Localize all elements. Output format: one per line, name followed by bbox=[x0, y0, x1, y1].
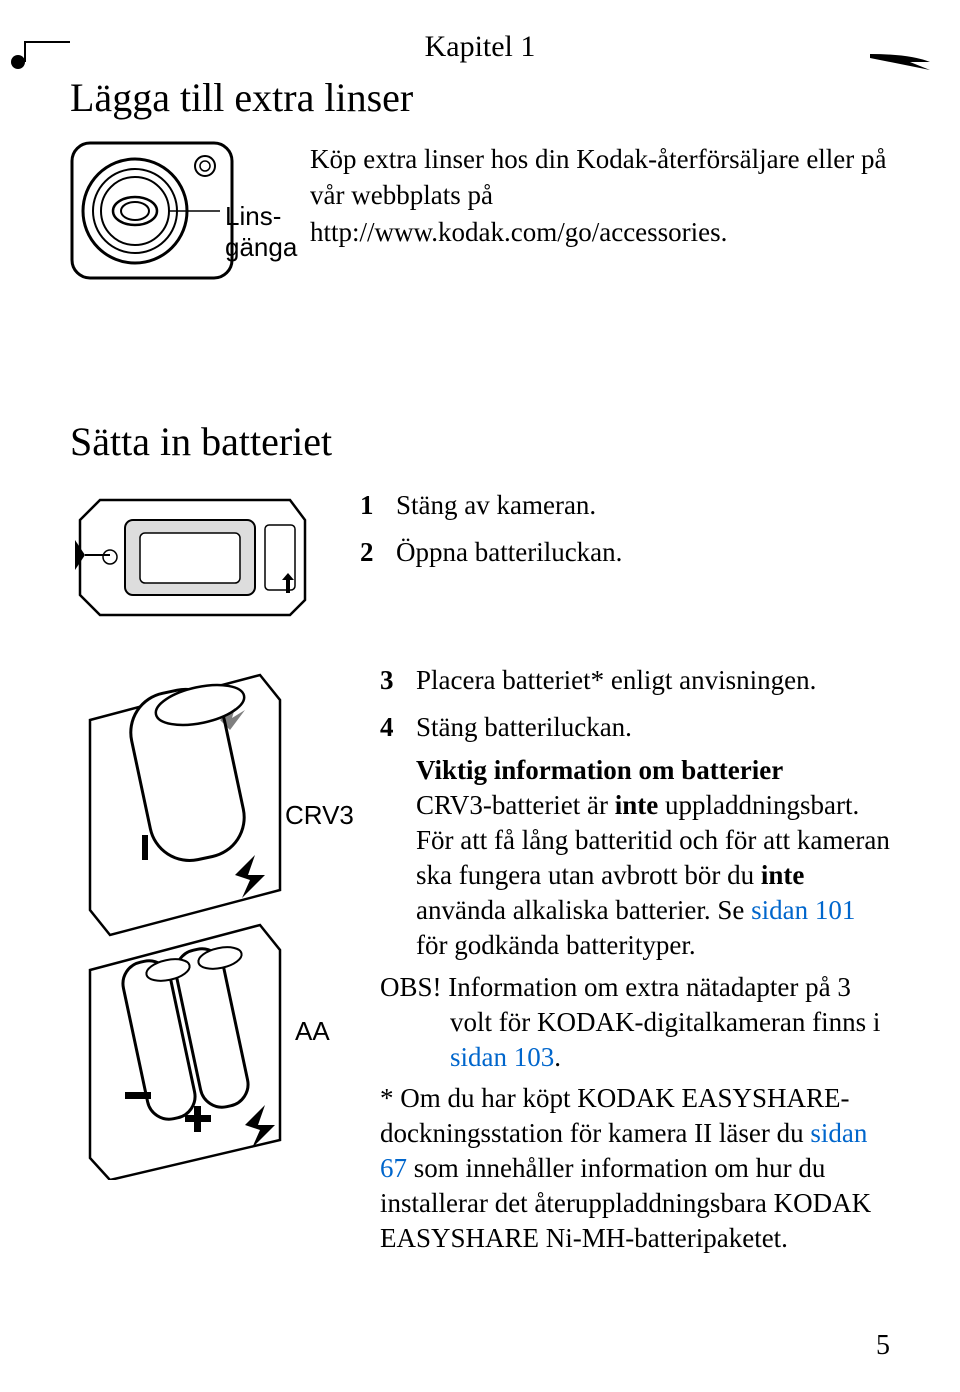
step-3: 3 Placera batteriet* enligt anvisningen. bbox=[380, 660, 890, 701]
step-1-text: Stäng av kameran. bbox=[396, 485, 596, 526]
chapter-label: Kapitel 1 bbox=[425, 30, 536, 63]
section2-title: Sätta in batteriet bbox=[70, 418, 890, 465]
lens-diagram: Lins-gänga bbox=[70, 141, 290, 378]
section-add-lenses: Lägga till extra linser Lins-gänga Köp e… bbox=[70, 74, 890, 378]
step-2-number: 2 bbox=[360, 532, 396, 573]
important-title: Viktig information om batterier bbox=[416, 753, 890, 788]
link-page-101[interactable]: sidan 101 bbox=[751, 895, 855, 925]
step-4-text: Stäng batteriluckan. bbox=[416, 707, 632, 748]
step-2-text: Öppna batteriluckan. bbox=[396, 532, 622, 573]
important-info-block: Viktig information om batterier CRV3-bat… bbox=[380, 753, 890, 964]
step-3-number: 3 bbox=[380, 660, 416, 701]
step-4: 4 Stäng batteriluckan. bbox=[380, 707, 890, 748]
crv3-label: CRV3 bbox=[285, 800, 575, 831]
step-1-number: 1 bbox=[360, 485, 396, 526]
step-1: 1 Stäng av kameran. bbox=[360, 485, 890, 526]
important-line2: För att få lång batteritid och för att k… bbox=[416, 823, 890, 963]
step-3-text: Placera batteriet* enligt anvisningen. bbox=[416, 660, 816, 701]
battery-compartment-diagram bbox=[70, 485, 320, 630]
step-2: 2 Öppna batteriluckan. bbox=[360, 532, 890, 573]
header-ornament-left bbox=[10, 40, 70, 70]
chapter-header: Kapitel 1 bbox=[70, 30, 890, 64]
section-insert-battery: Sätta in batteriet 1 Stäng av kameran. 2 bbox=[70, 418, 890, 1256]
footnote: * Om du har köpt KODAK EASYSHARE-docknin… bbox=[380, 1081, 890, 1256]
battery-types-diagram: CRV3 AA bbox=[70, 660, 360, 1256]
page-number: 5 bbox=[876, 1330, 890, 1362]
aa-label: AA bbox=[295, 1016, 585, 1047]
header-ornament-right bbox=[870, 48, 940, 76]
step-4-number: 4 bbox=[380, 707, 416, 748]
lens-thread-label: Lins-gänga bbox=[225, 201, 445, 263]
section1-title: Lägga till extra linser bbox=[70, 74, 890, 121]
